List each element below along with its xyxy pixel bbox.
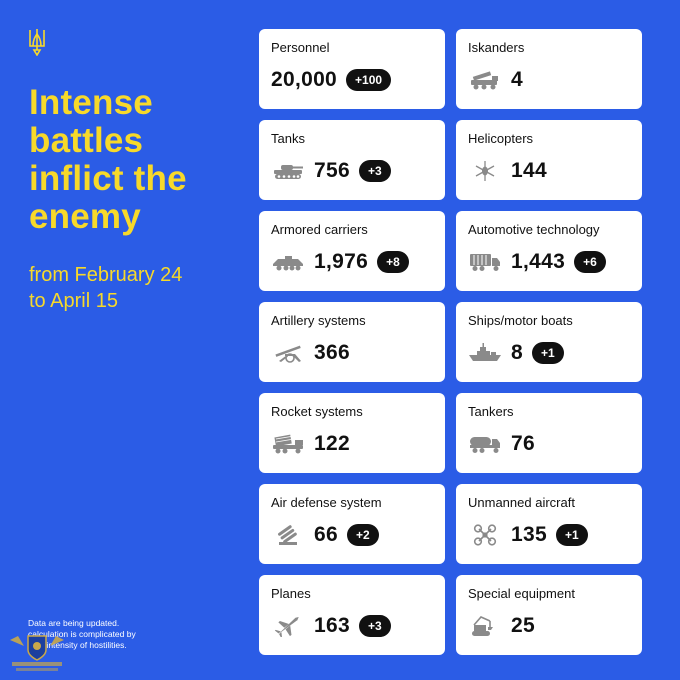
card-automotive-technology: Automotive technology 1,443 +6 xyxy=(456,211,642,291)
missile-launcher-icon xyxy=(468,69,502,91)
card-label: Armored carriers xyxy=(271,222,368,237)
delta-badge: +6 xyxy=(574,251,606,273)
card-value: 25 xyxy=(511,614,535,637)
card-special-equipment: Special equipment 25 xyxy=(456,575,642,655)
card-ships-motor-boats: Ships/motor boats 8 +1 xyxy=(456,302,642,382)
card-label: Rocket systems xyxy=(271,404,363,419)
card-rocket-systems: Rocket systems 122 xyxy=(259,393,445,473)
card-label: Automotive technology xyxy=(468,222,600,237)
card-label: Ships/motor boats xyxy=(468,313,573,328)
card-value: 8 xyxy=(511,341,523,364)
delta-badge: +1 xyxy=(531,342,564,364)
period-line-2: to April 15 xyxy=(29,290,118,312)
stats-grid: Personnel 20,000 +100 Iskanders 4 Tanks … xyxy=(259,29,642,655)
delta-badge: +3 xyxy=(358,160,391,182)
helicopter-icon xyxy=(468,160,502,182)
card-label: Tanks xyxy=(271,131,305,146)
excavator-icon xyxy=(468,615,502,637)
drone-icon xyxy=(468,524,502,546)
rocket-launcher-icon xyxy=(271,433,305,455)
footnote: Data are being updated. calculation is c… xyxy=(28,618,228,651)
card-air-defense-system: Air defense system 66 +2 xyxy=(259,484,445,564)
card-personnel: Personnel 20,000 +100 xyxy=(259,29,445,109)
card-helicopters: Helicopters 144 xyxy=(456,120,642,200)
card-value: 144 xyxy=(511,159,547,182)
delta-badge: +8 xyxy=(377,251,409,273)
card-unmanned-aircraft: Unmanned aircraft 135 +1 xyxy=(456,484,642,564)
artillery-icon xyxy=(271,342,305,364)
footnote-line-3: high intensity of hostilities. xyxy=(28,640,127,650)
card-label: Personnel xyxy=(271,40,330,55)
card-iskanders: Iskanders 4 xyxy=(456,29,642,109)
card-label: Air defense system xyxy=(271,495,382,510)
card-label: Iskanders xyxy=(468,40,525,55)
card-armored-carriers: Armored carriers 1,976 +8 xyxy=(259,211,445,291)
card-label: Artillery systems xyxy=(271,313,366,328)
footnote-line-2: calculation is complicated by xyxy=(28,629,136,639)
card-planes: Planes 163 +3 xyxy=(259,575,445,655)
air-defense-icon xyxy=(271,524,305,546)
card-value: 4 xyxy=(511,68,523,91)
plane-icon xyxy=(271,615,305,637)
card-artillery-systems: Artillery systems 366 xyxy=(259,302,445,382)
card-value: 20,000 xyxy=(271,68,338,91)
card-label: Unmanned aircraft xyxy=(468,495,575,510)
card-tankers: Tankers 76 xyxy=(456,393,642,473)
card-value: 366 xyxy=(314,341,350,364)
delta-badge: +1 xyxy=(555,524,588,546)
period-text: from February 24 to April 15 xyxy=(29,262,239,314)
card-label: Helicopters xyxy=(468,131,534,146)
delta-badge: +3 xyxy=(358,615,391,637)
truck-icon xyxy=(468,251,502,273)
card-value: 122 xyxy=(314,432,350,455)
card-label: Planes xyxy=(271,586,311,601)
delta-badge: +2 xyxy=(346,524,379,546)
card-value: 163 xyxy=(314,614,350,637)
watermark-logo-icon xyxy=(10,635,64,671)
card-value: 135 xyxy=(511,523,547,546)
delta-badge: +100 xyxy=(346,69,392,91)
headline: Intense battles inflict the enemy xyxy=(29,83,187,236)
trident-emblem-icon xyxy=(29,29,45,56)
tank-icon xyxy=(271,160,305,182)
card-value: 1,443 xyxy=(511,250,566,273)
card-value: 756 xyxy=(314,159,350,182)
tanker-truck-icon xyxy=(468,433,502,455)
card-value: 66 xyxy=(314,523,338,546)
card-value: 76 xyxy=(511,432,535,455)
armored-carrier-icon xyxy=(271,251,305,273)
footnote-line-1: Data are being updated. xyxy=(28,618,120,628)
ship-icon xyxy=(468,342,502,364)
card-label: Special equipment xyxy=(468,586,575,601)
card-tanks: Tanks 756 +3 xyxy=(259,120,445,200)
card-value: 1,976 xyxy=(314,250,369,273)
card-label: Tankers xyxy=(468,404,514,419)
period-line-1: from February 24 xyxy=(29,264,183,286)
